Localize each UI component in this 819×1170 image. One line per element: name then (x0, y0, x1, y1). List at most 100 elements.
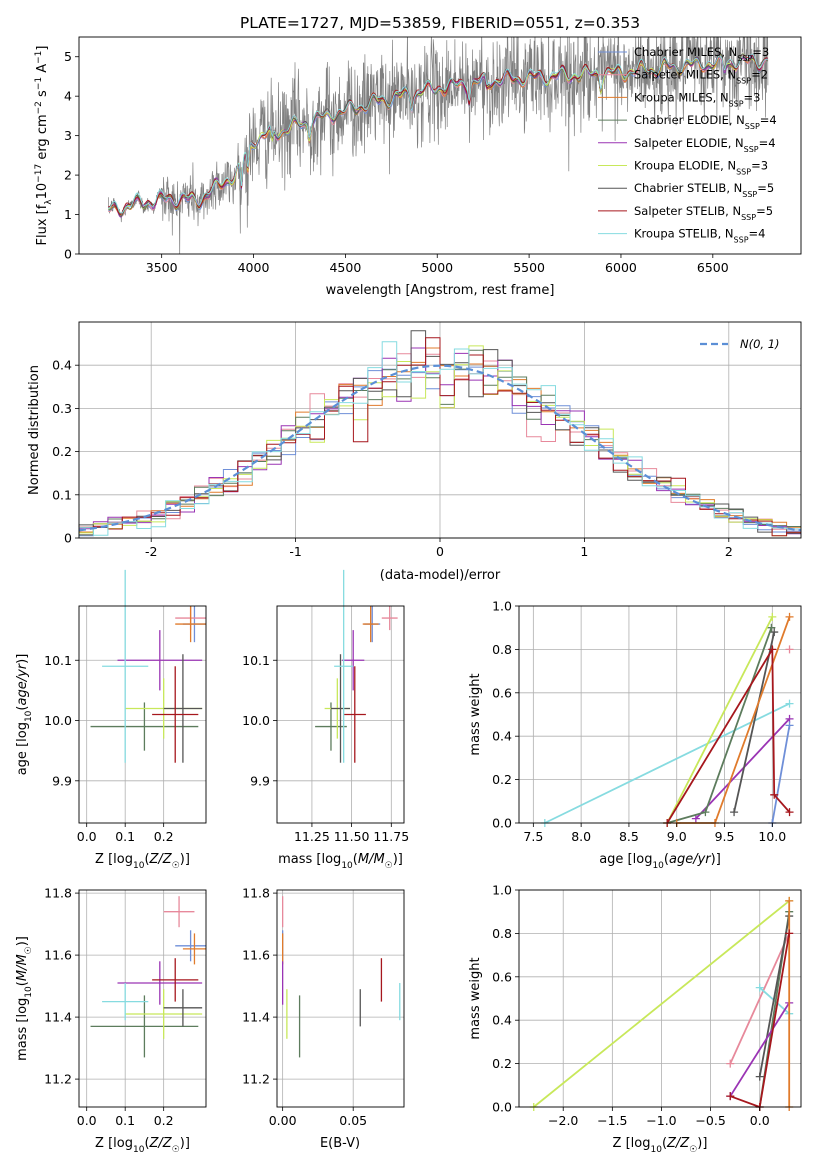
x-tick-label: 4500 (329, 260, 361, 275)
legend-entry-salpeter-elodie: Salpeter ELODIE, NSSP=4 (634, 136, 776, 154)
series-marker-chabrier-stelib (770, 628, 779, 637)
series-marker-salpeter-stelib (785, 808, 794, 817)
x-tick-label: 1 (580, 544, 588, 559)
histogram-step-kroupa-stelib (78, 341, 801, 538)
x-axis-label: E(B-V) (320, 1136, 360, 1151)
x-tick-label: 5000 (421, 260, 453, 275)
legend-entry-kroupa-miles: Kroupa MILES, NSSP=3 (634, 90, 760, 108)
x-axis-label: wavelength [Angstrom, rest frame] (326, 283, 555, 298)
series-line-kroupa-elodie (666, 616, 774, 824)
legend-entry-chabrier-stelib: Chabrier STELIB, NSSP=5 (634, 181, 774, 199)
y-axis-label: Flux [fλ10−17 erg cm−2 s−1 A−1] (34, 46, 54, 246)
series-marker-kroupa-stelib (785, 699, 794, 708)
y-tick-label: 0.6 (492, 969, 512, 984)
age-vs-metallicity-panel: 0.0 0.1 0.2 9.9 10.0 10.1 Z [log10(Z/Z☉)] age [… (15, 569, 207, 871)
y-axis-label: age [log10(age/yr)] (15, 654, 34, 776)
x-tick-label: −0.5 (695, 1113, 725, 1128)
series-marker-kroupa-stelib (755, 983, 764, 992)
axes-frame (518, 889, 802, 1108)
y-tick-label: 5 (64, 49, 72, 64)
y-tick-label: 10.1 (44, 653, 72, 668)
y-axis-label: mass weight (468, 957, 483, 1039)
axes-frame (78, 36, 802, 255)
y-tick-label: 11.6 (242, 948, 270, 963)
x-tick-label: 0.05 (339, 1113, 367, 1128)
legend-entry-salpeter-miles: Salpeter MILES, NSSP=2 (634, 68, 768, 86)
mass-vs-metallicity-panel: 0.0 0.1 0.2 11.2 11.4 11.6 11.8 Z [log10(Z/Z☉)]… (15, 886, 207, 1155)
x-tick-label: 0.1 (115, 1113, 135, 1128)
residual-histogram-panel: -2 -1 0 1 2 0 0.1 0.2 0.3 0.4 (data-model)/error No… (27, 321, 802, 583)
x-tick-label: 0.00 (269, 1113, 297, 1128)
x-tick-label: 8.0 (571, 829, 591, 844)
series-marker-salpeter-miles (785, 645, 794, 654)
y-tick-label: 11.2 (242, 1072, 270, 1087)
y-tick-label: 10.1 (242, 653, 270, 668)
x-tick-label: 8.5 (619, 829, 639, 844)
series-line-chabrier-stelib (733, 631, 776, 813)
series-line-kroupa-stelib (544, 702, 790, 824)
y-tick-label: 4 (64, 89, 72, 104)
series-line-salpeter-stelib (666, 646, 791, 824)
axes-frame (78, 605, 207, 824)
legend-entry-kroupa-elodie: Kroupa ELODIE, NSSP=3 (634, 159, 768, 177)
x-tick-label: 0.2 (154, 829, 174, 844)
y-tick-label: 1.0 (492, 883, 512, 898)
x-tick-label: 0.2 (154, 1113, 174, 1128)
legend-entry-salpeter-stelib: Salpeter STELIB, NSSP=5 (634, 204, 773, 222)
series-marker-chabrier-miles (785, 721, 794, 730)
legend-entry-kroupa-stelib: Kroupa STELIB, NSSP=4 (634, 227, 765, 245)
x-tick-label: 0.0 (77, 1113, 97, 1128)
legend-entry-chabrier-elodie: Chabrier ELODIE, NSSP=4 (634, 113, 777, 131)
x-tick-label: 11.75 (373, 829, 409, 844)
x-axis-label: Z [log10(Z/Z☉)] (613, 1136, 708, 1155)
x-tick-label: −2.0 (548, 1113, 578, 1128)
y-tick-label: 10.0 (44, 713, 72, 728)
mass-vs-extinction-panel: 0.00 0.05 11.2 11.4 11.6 11.8 E(B-V) (242, 886, 405, 1151)
x-tick-label: 7.5 (523, 829, 543, 844)
figure-title: PLATE=1727, MJD=53859, FIBERID=0551, z=0… (240, 14, 640, 32)
y-tick-label: 0.4 (492, 1013, 512, 1028)
histogram-step-salpeter-stelib (78, 337, 801, 538)
series-line-salpeter-miles (729, 933, 791, 1064)
x-tick-label: −1.5 (597, 1113, 627, 1128)
y-tick-label: 0.4 (52, 358, 72, 373)
age-vs-mass-panel: 11.25 11.50 11.75 9.9 10.0 10.1 mass [log10(M/… (242, 569, 409, 871)
y-tick-label: 11.2 (44, 1072, 72, 1087)
series-line-chabrier-miles (771, 725, 791, 824)
series-marker-chabrier-elodie (767, 623, 776, 632)
y-tick-label: 1 (64, 207, 72, 222)
series-line-kroupa-elodie (533, 900, 790, 1108)
legend-entry-normal: N(0, 1) (740, 337, 780, 351)
y-axis-label: Normed distribution (27, 365, 42, 495)
series-marker-kroupa-elodie (768, 612, 777, 621)
series-marker-salpeter-stelib (770, 790, 779, 799)
x-tick-label: -1 (289, 544, 301, 559)
y-tick-label: 11.6 (44, 948, 72, 963)
observed-spectrum-line (108, 37, 769, 254)
normal-distribution-curve (78, 364, 802, 532)
x-axis-label: Z [log10(Z/Z☉)] (95, 1136, 190, 1155)
y-tick-label: 0.6 (492, 685, 512, 700)
y-tick-label: 9.9 (250, 773, 270, 788)
x-tick-label: 11.50 (334, 829, 370, 844)
x-tick-label: −1.0 (646, 1113, 676, 1128)
y-axis-label: mass [log10(M/M☉)] (15, 936, 34, 1061)
x-tick-label: 0.0 (77, 829, 97, 844)
x-axis-label: mass [log10(M/M☉)] (278, 852, 403, 871)
x-tick-label: -2 (145, 544, 157, 559)
x-tick-label: 6000 (605, 260, 637, 275)
y-tick-label: 11.4 (44, 1010, 72, 1025)
series-marker-chabrier-elodie (701, 808, 710, 817)
series-marker-salpeter-stelib (726, 1092, 735, 1101)
y-tick-label: 0.8 (492, 926, 512, 941)
y-tick-label: 0.3 (52, 401, 72, 416)
x-tick-label: 2 (725, 544, 733, 559)
axes-frame (518, 605, 802, 824)
y-tick-label: 10.0 (242, 713, 270, 728)
x-tick-label: 9.0 (667, 829, 687, 844)
y-tick-label: 0 (64, 247, 72, 262)
y-tick-label: 0.2 (492, 772, 512, 787)
x-tick-label: 10.0 (758, 829, 786, 844)
y-tick-label: 9.9 (52, 773, 72, 788)
x-tick-label: 9.5 (715, 829, 735, 844)
